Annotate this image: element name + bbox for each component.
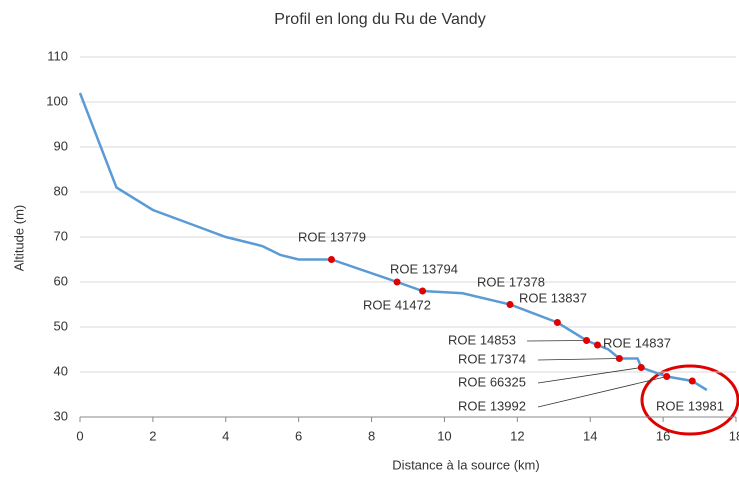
y-tick-label: 40 — [54, 363, 68, 378]
point-label: ROE 13837 — [519, 290, 587, 305]
x-tick-label: 10 — [437, 428, 451, 443]
point-label: ROE 13794 — [390, 261, 458, 276]
y-tick-label: 100 — [46, 93, 68, 108]
x-tick-label: 0 — [76, 428, 83, 443]
point — [637, 364, 645, 371]
leader-line — [537, 376, 667, 408]
y-tick-label: 90 — [54, 138, 68, 153]
point — [663, 373, 671, 380]
x-tick-label: 8 — [368, 428, 375, 443]
point-label: ROE 13992 — [458, 398, 526, 413]
y-tick-label: 80 — [54, 183, 68, 198]
x-tick-label: 16 — [656, 428, 670, 443]
y-tick-label: 30 — [54, 408, 68, 423]
x-tick-label: 6 — [295, 428, 302, 443]
point-label: ROE 14837 — [603, 335, 671, 350]
point — [615, 355, 623, 362]
y-tick-label: 70 — [54, 228, 68, 243]
y-axis-label: Altitude (m) — [11, 205, 26, 271]
x-tick-label: 14 — [583, 428, 597, 443]
point — [594, 341, 602, 349]
y-tick-label: 50 — [54, 318, 68, 333]
y-tick-label: 110 — [47, 48, 68, 63]
x-tick-label: 18 — [729, 428, 739, 443]
leader-line — [526, 340, 587, 342]
line — [78, 92, 708, 392]
leader-line — [537, 367, 642, 384]
x-axis-label: Distance à la source (km) — [392, 457, 539, 472]
point-label: ROE 14853 — [448, 332, 516, 347]
point — [506, 301, 514, 308]
point-label: ROE 17378 — [477, 274, 545, 289]
point — [553, 319, 561, 326]
leader-line — [537, 358, 620, 361]
x-tick-label: 4 — [222, 428, 229, 443]
point-label: ROE 13779 — [298, 229, 366, 244]
point — [393, 278, 401, 286]
chart-title: Profil en long du Ru de Vandy — [274, 11, 485, 28]
point-label: ROE 66325 — [458, 374, 526, 389]
point-label: ROE 13981 — [656, 398, 724, 413]
x-tick-label: 2 — [149, 428, 156, 443]
x-tick-label: 12 — [510, 428, 524, 443]
point-label: ROE 41472 — [363, 297, 431, 312]
point — [327, 256, 335, 263]
y-tick-label: 60 — [54, 273, 68, 288]
highlight-ellipse — [640, 364, 739, 436]
point — [583, 337, 591, 344]
point — [688, 377, 696, 385]
point — [419, 287, 427, 295]
point-label: ROE 17374 — [458, 351, 526, 366]
